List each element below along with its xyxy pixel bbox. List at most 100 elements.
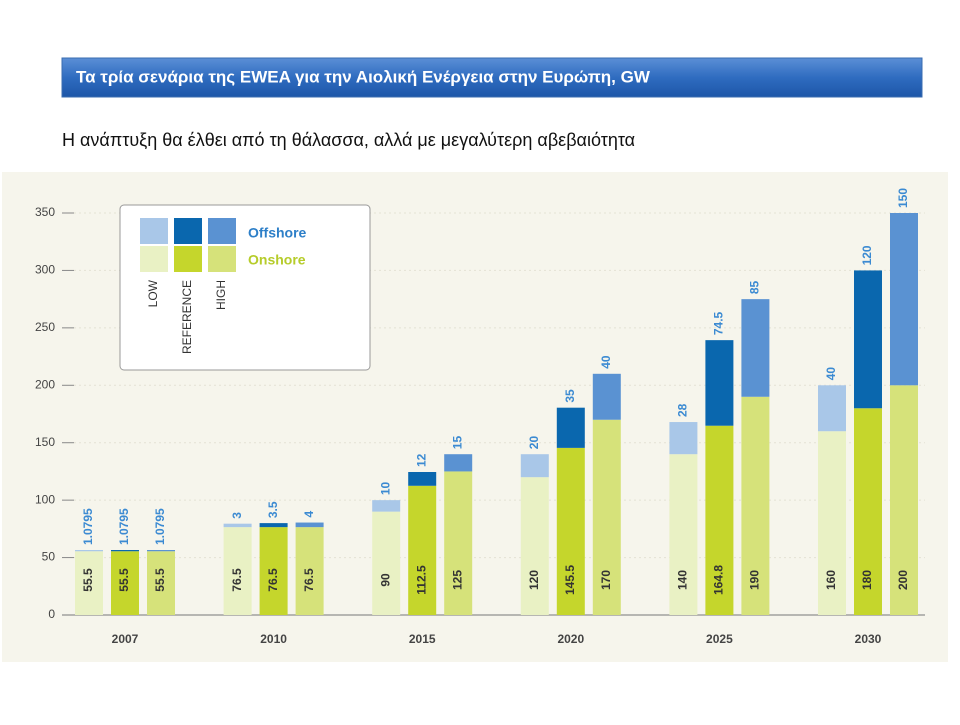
bar-segment [444,471,473,615]
value-label: 120 [527,570,541,590]
value-label: 55.5 [153,568,167,592]
bar-segment [669,422,698,455]
y-tick-label: 0 [48,607,55,621]
value-label: 1.0795 [81,508,95,545]
y-tick-label: 150 [35,435,55,449]
bar-segment [147,551,175,615]
bar-segment [592,419,621,615]
value-label: 190 [748,570,762,590]
bar-segment [592,373,621,420]
bar-segment [818,431,846,615]
bar-segment [854,270,882,409]
chart: 0 50 100 150 200 250 300 350 2007 55.5 1.0795 55.5 1… [35,188,925,646]
value-label: 12 [414,453,428,467]
legend-swatch [174,218,202,244]
legend-swatch [140,246,168,272]
slide-title: Τα τρία σενάρια της EWEA για την Αιολική… [76,67,651,86]
value-label: 160 [824,570,838,590]
value-label: 4 [302,511,316,518]
bar-segment [741,396,770,615]
value-label: 150 [896,188,910,208]
value-label: 125 [450,570,464,590]
y-tick-label: 200 [35,377,55,391]
value-label: 76.5 [266,568,280,592]
value-label: 170 [599,570,613,590]
value-label: 1.0795 [117,508,131,545]
value-label: 120 [860,245,874,265]
bar-segment [111,550,139,552]
bar-segment [890,385,918,615]
bar-segment [408,472,437,486]
value-label: 85 [748,280,762,294]
bar-segment [223,527,252,615]
value-label: 3 [230,512,244,519]
legend-swatch [208,246,236,272]
bar-segment [111,551,139,615]
legend-label: HIGH [214,280,228,310]
legend-label: LOW [146,279,160,307]
value-label: 76.5 [302,568,316,592]
value-label: 1.0795 [153,508,167,545]
value-label: 145.5 [563,565,577,595]
legend-label: REFERENCE [180,280,194,354]
bar-segment [408,485,437,615]
value-label: 28 [676,403,690,417]
value-label: 35 [563,389,577,403]
value-label: 76.5 [230,568,244,592]
bar-segment [259,523,288,528]
bar-segment [372,500,401,512]
value-label: 180 [860,570,874,590]
value-label: 74.5 [712,311,726,335]
bar-segment [556,447,585,615]
value-label: 112.5 [414,565,428,595]
legend-label: Offshore [248,225,307,241]
y-tick-label: 50 [42,550,56,564]
bar-segment [854,408,882,615]
value-label: 55.5 [117,568,131,592]
value-label: 10 [378,481,392,495]
title-bar [61,57,923,98]
bar-segment [520,454,549,478]
x-tick-label: 2025 [706,632,733,646]
legend-swatch [140,218,168,244]
y-tick-label: 100 [35,492,55,506]
x-tick-label: 2007 [112,632,139,646]
legend-swatch [174,246,202,272]
x-tick-label: 2015 [409,632,436,646]
y-tick-label: 300 [35,263,55,277]
bar-segment [372,511,401,615]
value-label: 3.5 [266,501,280,518]
bar-segment [295,522,324,528]
bar-segment [75,550,103,552]
bar-segment [556,407,585,448]
legend-label: Onshore [248,252,306,268]
bar-segment [705,425,734,615]
bar-segment [75,551,103,615]
x-tick-label: 2030 [855,632,882,646]
y-tick-label: 350 [35,205,55,219]
bar-segment [295,527,324,615]
bar-segment [890,213,918,386]
bar-segment [520,477,549,615]
slide-subtitle: Η ανάπτυξη θα έλθει από τη θάλασσα, αλλά… [62,130,635,150]
value-label: 140 [676,570,690,590]
value-label: 20 [527,436,541,450]
bar-segment [818,385,846,432]
value-label: 55.5 [81,568,95,592]
bar-segment [669,454,698,615]
value-label: 164.8 [712,565,726,595]
bar-segment [259,527,288,615]
y-tick-label: 250 [35,320,55,334]
bar-segment [147,550,175,552]
bar-segment [705,340,734,426]
bar-segment [444,454,473,472]
value-label: 90 [378,573,392,587]
value-label: 200 [896,570,910,590]
value-label: 40 [824,367,838,381]
x-tick-label: 2010 [260,632,287,646]
value-label: 15 [450,436,464,450]
legend-swatch [208,218,236,244]
bar-segment [223,523,252,528]
x-tick-label: 2020 [557,632,584,646]
